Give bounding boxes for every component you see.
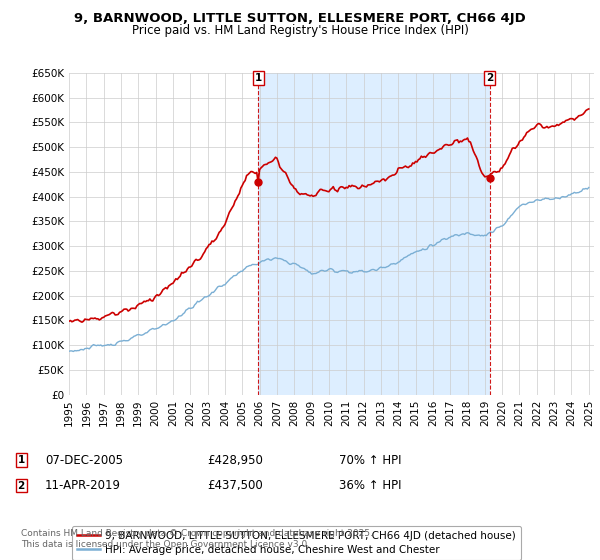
Text: 1: 1 — [254, 73, 262, 83]
Text: £428,950: £428,950 — [207, 454, 263, 467]
Text: 9, BARNWOOD, LITTLE SUTTON, ELLESMERE PORT, CH66 4JD: 9, BARNWOOD, LITTLE SUTTON, ELLESMERE PO… — [74, 12, 526, 25]
Text: 11-APR-2019: 11-APR-2019 — [45, 479, 121, 492]
Text: £437,500: £437,500 — [207, 479, 263, 492]
Text: 70% ↑ HPI: 70% ↑ HPI — [339, 454, 401, 467]
Text: 2: 2 — [486, 73, 493, 83]
Legend: 9, BARNWOOD, LITTLE SUTTON, ELLESMERE PORT, CH66 4JD (detached house), HPI: Aver: 9, BARNWOOD, LITTLE SUTTON, ELLESMERE PO… — [71, 526, 521, 560]
Text: 2: 2 — [17, 480, 25, 491]
Text: 07-DEC-2005: 07-DEC-2005 — [45, 454, 123, 467]
Text: 36% ↑ HPI: 36% ↑ HPI — [339, 479, 401, 492]
Text: Price paid vs. HM Land Registry's House Price Index (HPI): Price paid vs. HM Land Registry's House … — [131, 24, 469, 37]
Bar — [258, 73, 490, 395]
Text: 1: 1 — [17, 455, 25, 465]
Text: Contains HM Land Registry data © Crown copyright and database right 2025.
This d: Contains HM Land Registry data © Crown c… — [21, 529, 373, 549]
